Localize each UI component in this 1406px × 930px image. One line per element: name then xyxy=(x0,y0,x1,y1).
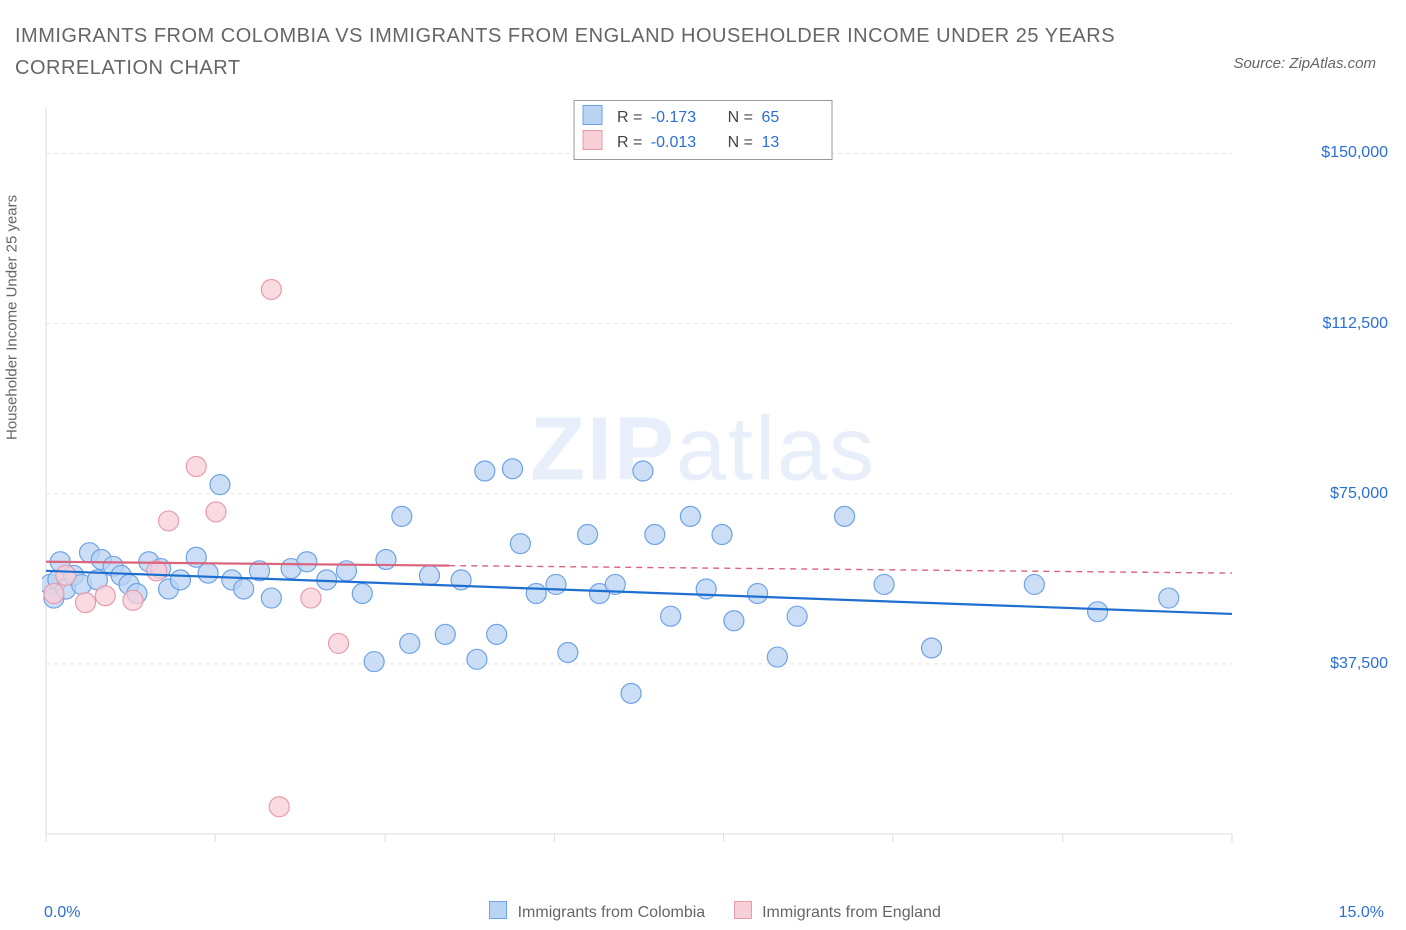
stats-swatch-england xyxy=(583,130,603,150)
legend-bottom: Immigrants from Colombia Immigrants from… xyxy=(0,901,1406,922)
r-label: R = xyxy=(617,109,642,126)
y-tick-label: $112,500 xyxy=(1322,315,1388,333)
stats-swatch-colombia xyxy=(583,105,603,125)
stats-row-england: R = -0.013 N = 13 xyxy=(583,130,818,155)
legend-swatch-england xyxy=(734,901,752,919)
r-value-england: -0.013 xyxy=(651,131,707,155)
r-value-colombia: -0.173 xyxy=(651,106,707,130)
legend-label-england: Immigrants from England xyxy=(762,904,941,921)
y-tick-label: $150,000 xyxy=(1321,144,1388,162)
y-tick-label: $75,000 xyxy=(1330,485,1388,503)
chart-title: IMMIGRANTS FROM COLOMBIA VS IMMIGRANTS F… xyxy=(15,20,1206,84)
n-label: N = xyxy=(728,109,753,126)
correlation-scatter-plot xyxy=(42,100,1362,870)
correlation-stats-box: R = -0.173 N = 65 R = -0.013 N = 13 xyxy=(574,100,833,160)
y-tick-label: $37,500 xyxy=(1330,655,1388,673)
n-value-england: 13 xyxy=(761,131,817,155)
stats-row-colombia: R = -0.173 N = 65 xyxy=(583,105,818,130)
n-value-colombia: 65 xyxy=(761,106,817,130)
r-label: R = xyxy=(617,134,642,151)
source-attribution: Source: ZipAtlas.com xyxy=(1233,55,1376,72)
legend-swatch-colombia xyxy=(489,901,507,919)
y-axis-label: Householder Income Under 25 years xyxy=(4,195,21,440)
n-label: N = xyxy=(728,134,753,151)
legend-label-colombia: Immigrants from Colombia xyxy=(518,904,706,921)
